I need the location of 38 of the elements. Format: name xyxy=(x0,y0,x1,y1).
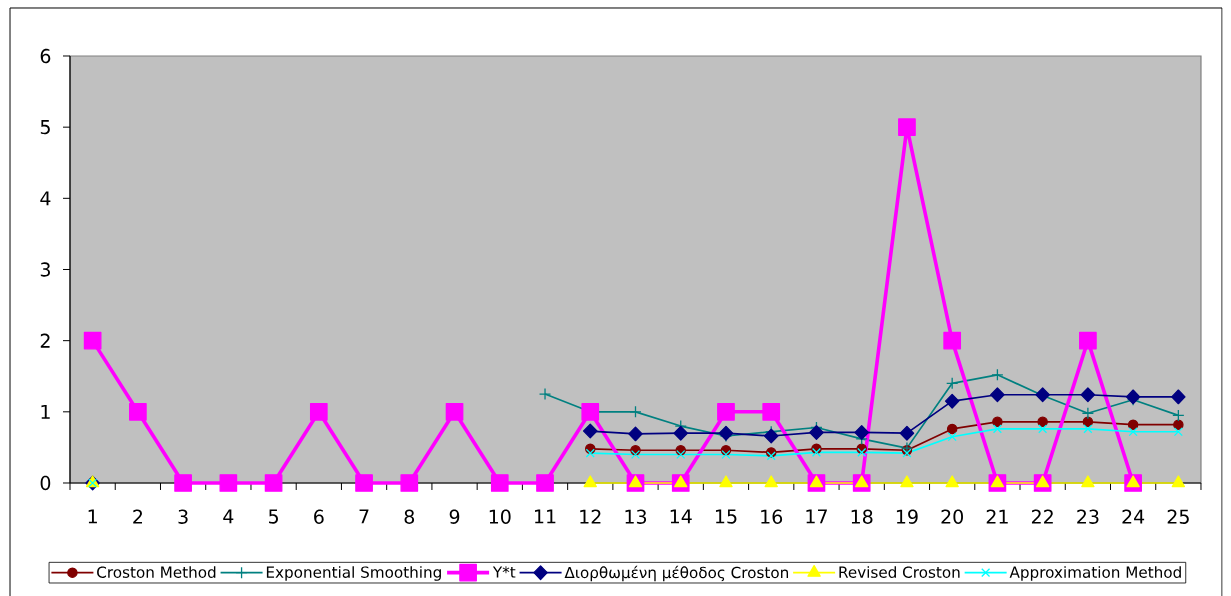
legend-label: Approximation Method xyxy=(1009,566,1181,581)
x-tick-label: 3 xyxy=(178,509,188,524)
y-tick-label: 1 xyxy=(41,404,50,419)
x-tick-label: 6 xyxy=(314,509,324,524)
x-tick-label: 10 xyxy=(489,509,511,524)
y-tick-label: 6 xyxy=(40,48,51,64)
x-tick-label: 8 xyxy=(404,509,415,524)
legend-label: Croston Method xyxy=(97,566,216,578)
x-tick-label: 18 xyxy=(851,509,873,524)
x-tick-label: 25 xyxy=(1167,509,1189,524)
y-tick-label: 3 xyxy=(40,262,50,277)
legend-label: Exponential Smoothing xyxy=(266,566,441,581)
x-tick-label: 15 xyxy=(715,509,737,524)
legend-label: Y*t xyxy=(492,566,516,578)
y-tick-label: 0 xyxy=(40,475,51,491)
x-tick-label: 14 xyxy=(670,509,692,524)
x-tick-label: 2 xyxy=(133,509,143,524)
y-tick-label: 5 xyxy=(40,120,50,135)
x-tick-label: 5 xyxy=(269,509,278,524)
x-tick-label: 4 xyxy=(223,509,234,524)
x-tick-label: 24 xyxy=(1122,509,1145,524)
x-tick-label: 9 xyxy=(449,509,460,524)
x-tick-label: 12 xyxy=(580,509,601,524)
x-tick-label: 13 xyxy=(625,509,647,524)
x-tick-label: 20 xyxy=(941,509,963,524)
x-tick-label: 1 xyxy=(88,509,97,524)
x-tick-label: 22 xyxy=(1031,509,1053,524)
legend-label: Διορθωμένη μέθοδος Croston xyxy=(564,565,788,582)
x-tick-label: 7 xyxy=(359,509,369,524)
x-tick-label: 16 xyxy=(761,509,783,524)
legend-label: Revised Croston xyxy=(839,566,960,578)
x-tick-label: 17 xyxy=(806,509,827,524)
y-tick-label: 2 xyxy=(40,333,50,348)
x-tick-label: 23 xyxy=(1077,509,1099,524)
x-tick-label: 19 xyxy=(896,509,918,524)
x-tick-label: 21 xyxy=(986,509,1008,524)
y-tick-label: 4 xyxy=(40,191,51,206)
x-tick-label: 11 xyxy=(535,509,556,524)
